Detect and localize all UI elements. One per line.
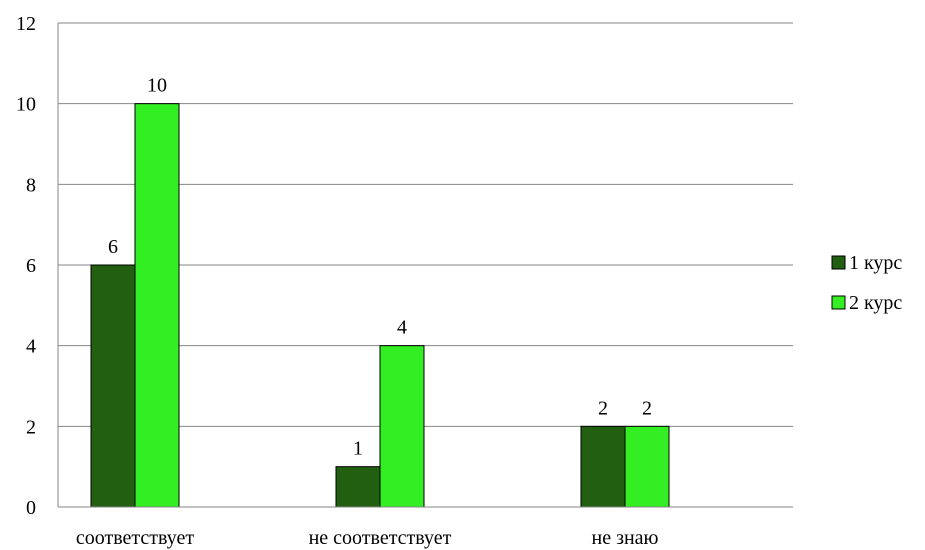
bar bbox=[379, 345, 425, 508]
bar bbox=[580, 425, 626, 508]
legend-label: 2 курс bbox=[849, 292, 902, 314]
data-label: 2 bbox=[642, 397, 652, 419]
legend-label: 1 курс bbox=[849, 252, 902, 274]
data-label: 1 bbox=[353, 438, 363, 460]
x-tick-label: не соответствует bbox=[309, 527, 452, 549]
bar bbox=[90, 264, 136, 508]
bars bbox=[90, 103, 670, 508]
gridlines bbox=[58, 22, 793, 427]
bar bbox=[335, 466, 381, 508]
y-tick-label: 8 bbox=[26, 174, 36, 196]
y-tick-label: 2 bbox=[26, 416, 36, 438]
y-tick-label: 4 bbox=[26, 336, 36, 358]
y-tick-label: 12 bbox=[16, 13, 36, 35]
y-tick-label: 6 bbox=[26, 255, 36, 277]
y-tick-label: 10 bbox=[16, 94, 36, 116]
data-label: 4 bbox=[397, 317, 407, 339]
data-label: 10 bbox=[147, 75, 167, 97]
x-axis: соответствует не соответствует не знаю bbox=[58, 506, 793, 549]
data-label: 6 bbox=[108, 236, 118, 258]
legend-swatch bbox=[831, 255, 846, 270]
legend-swatch bbox=[831, 295, 846, 310]
bar bbox=[624, 425, 670, 508]
legend: 1 курс 2 курс bbox=[831, 252, 902, 314]
y-axis: 0 2 4 6 8 10 12 bbox=[16, 13, 59, 519]
bar bbox=[134, 103, 180, 508]
y-tick-label: 0 bbox=[26, 497, 36, 519]
x-tick-label: не знаю bbox=[591, 527, 658, 549]
data-label: 2 bbox=[598, 397, 608, 419]
x-tick-label: соответствует bbox=[76, 527, 195, 549]
